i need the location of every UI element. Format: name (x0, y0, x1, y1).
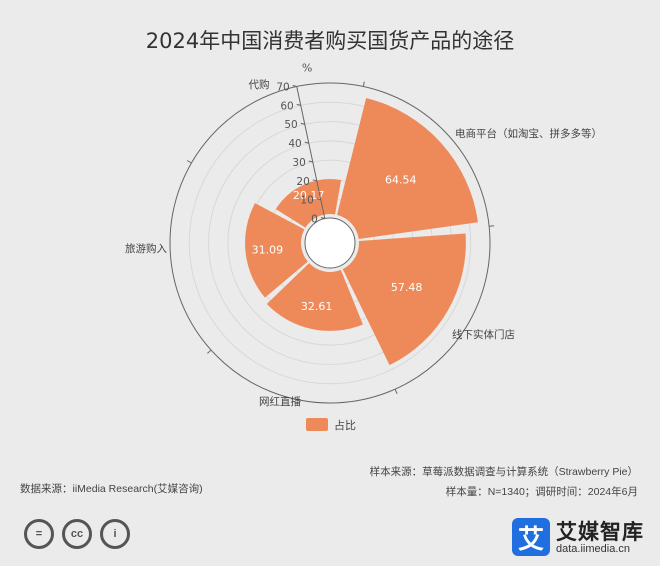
data-source-note: 数据来源：iiMedia Research(艾媒咨询) (20, 483, 203, 495)
category-label: 旅游购入 (125, 242, 167, 255)
radial-tick-label: 20 (296, 176, 309, 188)
angle-tick (186, 160, 192, 164)
category-label: 网红直播 (259, 395, 301, 408)
sample-notes: 样本来源：草莓派数据调查与计算系统（Strawberry Pie） 样本量：N=… (370, 462, 638, 502)
radial-axis-tick (296, 103, 301, 106)
category-label: 代购 (249, 78, 270, 91)
legend-label: 占比 (334, 418, 356, 432)
radial-axis-tick (308, 160, 313, 163)
radial-axis-line (296, 86, 326, 219)
bar-value-label: 31.09 (252, 244, 284, 257)
bar-sector (266, 263, 363, 331)
person-icon: i (100, 519, 130, 549)
radial-axis-tick (320, 217, 325, 220)
radial-axis-tick (300, 122, 305, 125)
bar-sector (342, 233, 466, 366)
radial-tick-label: 50 (284, 119, 297, 131)
angle-tick (362, 81, 365, 87)
radial-axis-tick (292, 85, 297, 87)
sample-source-note: 样本来源：草莓派数据调查与计算系统（Strawberry Pie） (369, 466, 638, 478)
category-label: 电商平台（如淘宝、拼多多等） (455, 127, 602, 140)
cc-icon: cc (62, 519, 92, 549)
bar-sector (245, 203, 308, 298)
brand-logo: 艾 艾媒智库 data.iimedia.cn (512, 516, 652, 558)
logo-mark: 艾 (512, 518, 550, 556)
radial-tick-label: 0 (311, 214, 318, 226)
polar-bar-chart: 2024年中国消费者购买国货产品的途径 64.54 57.48 32.61 31.09 2… (125, 29, 602, 432)
sample-info-note: 样本量：N=1340；调研时间：2024年6月 (445, 486, 638, 498)
angle-tick (207, 349, 212, 354)
bar-value-label: 20.17 (293, 189, 325, 202)
logo-name: 艾媒智库 (556, 521, 644, 544)
angle-tick (394, 388, 398, 394)
polar-inner-ring (304, 217, 356, 269)
legend-swatch (306, 418, 328, 431)
radial-tick-label: 30 (292, 157, 305, 169)
polar-outer-ring (169, 82, 491, 404)
chart-title: 2024年中国消费者购买国货产品的途径 (146, 29, 514, 53)
equals-icon: = (24, 519, 54, 549)
radial-tick-label: 10 (300, 195, 313, 207)
category-label: 线下实体门店 (452, 328, 515, 341)
radial-axis-tick (316, 198, 321, 201)
polar-grid-ring (188, 101, 472, 385)
bar-value-label: 32.61 (301, 300, 333, 313)
logo-url: data.iimedia.cn (556, 543, 630, 555)
angle-tick (489, 225, 495, 227)
radial-tick-label: 70 (276, 81, 289, 93)
bar-sector (275, 179, 342, 228)
radial-axis-tick (312, 179, 317, 182)
bar-value-label: 57.48 (391, 281, 423, 294)
radial-tick-label: 60 (280, 100, 293, 112)
bar-sector (337, 97, 479, 239)
bar-value-label: 64.54 (385, 173, 417, 186)
radial-tick-label: 40 (288, 138, 301, 150)
radial-axis-tick (304, 141, 309, 144)
license-icons: = cc i (24, 519, 130, 549)
radial-axis-unit: % (302, 62, 312, 75)
